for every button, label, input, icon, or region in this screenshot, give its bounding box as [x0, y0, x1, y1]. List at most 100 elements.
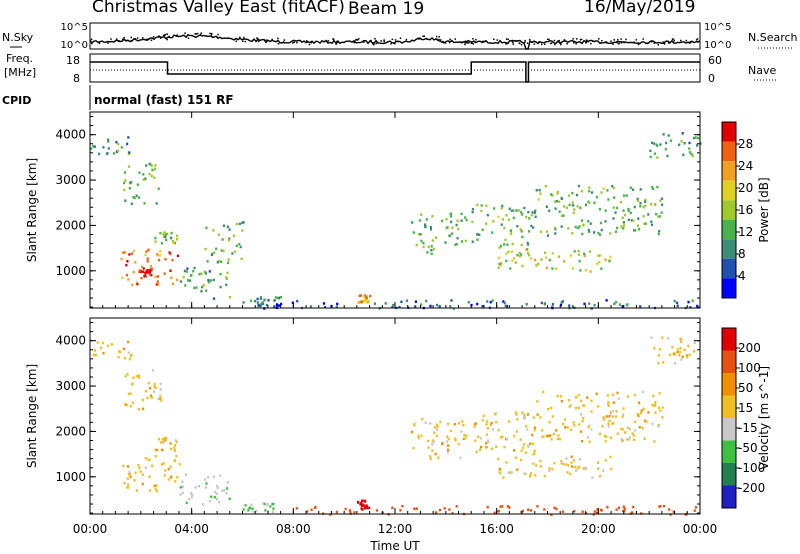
power-echo-cell	[144, 253, 147, 257]
power-echo-cell	[414, 305, 417, 308]
velocity-echo-cell	[574, 396, 578, 399]
power-echo-cell	[123, 188, 126, 192]
power-echo-cell	[422, 241, 425, 245]
velocity-echo-cell	[128, 357, 131, 361]
power-echo-cell	[691, 154, 694, 158]
power-echo-cell	[485, 222, 488, 225]
velocity-echo-cell	[473, 425, 476, 428]
power-echo-cell	[146, 257, 149, 260]
nsearch-series-point	[134, 38, 137, 40]
power-echo-cell	[613, 196, 616, 199]
velocity-echo-cell	[154, 448, 157, 451]
velocity-echo-cell	[536, 400, 539, 403]
velocity-echo-cell	[567, 464, 570, 467]
velocity-echo-cell	[526, 413, 529, 416]
power-echo-cell	[366, 301, 369, 304]
velocity-echo-cell	[128, 471, 131, 474]
power-echo-cell	[467, 301, 470, 304]
nsearch-series-point	[526, 42, 529, 44]
power-echo-cell	[696, 304, 699, 308]
velocity-echo-cell	[673, 353, 676, 356]
power-echo-cell	[427, 245, 430, 249]
velocity-echo-cell	[532, 416, 535, 419]
power-echo-cell	[132, 270, 135, 274]
velocity-echo-cell	[502, 476, 505, 479]
power-echo-cell	[509, 229, 513, 232]
velocity-echo-cell	[602, 418, 605, 421]
velocity-echo-cell	[218, 500, 221, 504]
nsearch-series-point	[616, 41, 618, 44]
power-echo-cell	[256, 301, 259, 304]
power-echo-cell	[184, 284, 187, 287]
power-echo-cell	[534, 215, 537, 218]
power-echo-cell	[142, 267, 145, 270]
power-echo-cell	[219, 272, 222, 276]
velocity-echo-cell	[559, 395, 562, 398]
velocity-echo-cell	[127, 483, 130, 486]
power-echo-cell	[551, 194, 554, 197]
power-echo-cell	[530, 224, 533, 228]
power-echo-cell	[548, 258, 551, 262]
velocity-y-tick-label: 4000	[55, 334, 86, 348]
power-echo-cell	[260, 303, 263, 306]
velocity-echo-cell	[433, 426, 437, 429]
velocity-echo-cell	[505, 461, 508, 464]
velocity-echo-cell	[652, 394, 655, 398]
power-echo-cell	[511, 242, 514, 246]
power-echo-cell	[535, 264, 538, 267]
velocity-echo-cell	[622, 407, 625, 410]
velocity-echo-cell	[501, 505, 504, 508]
power-echo-cell	[613, 302, 616, 306]
power-echo-cell	[612, 217, 615, 220]
velocity-echo-cell	[162, 441, 166, 444]
power-echo-cell	[653, 152, 656, 155]
nave-label: Nave	[748, 64, 776, 77]
nsearch-series-point	[187, 34, 189, 36]
power-echo-cell	[560, 301, 563, 304]
power-echo-cell	[680, 140, 683, 143]
power-echo-cell	[175, 278, 179, 282]
power-echo-cell	[510, 250, 513, 254]
velocity-echo-cell	[207, 476, 210, 479]
nsearch-series-point	[436, 38, 438, 40]
power-echo-cell	[525, 215, 528, 219]
power-echo-cell	[322, 302, 325, 305]
velocity-echo-cell	[157, 438, 161, 441]
power-echo-cell	[179, 280, 182, 283]
nsearch-series-point	[158, 35, 160, 37]
power-echo-cell	[609, 255, 612, 259]
power-echo-cell	[130, 202, 133, 205]
velocity-echo-cell	[144, 466, 147, 469]
velocity-echo-cell	[154, 386, 157, 389]
velocity-echo-cell	[146, 396, 149, 400]
power-y-axis-label: Slant Range [km]	[25, 158, 39, 262]
velocity-echo-cell	[543, 474, 546, 478]
nsearch-series-point	[645, 42, 648, 45]
power-echo-cell	[581, 232, 584, 236]
velocity-echo-cell	[173, 459, 176, 463]
velocity-echo-cell	[527, 508, 530, 511]
nsearch-series-point	[438, 38, 440, 41]
velocity-echo-cell	[572, 421, 575, 424]
nsearch-series-point	[375, 42, 377, 45]
power-echo-cell	[533, 258, 537, 262]
power-echo-cell	[193, 286, 196, 290]
velocity-colorbar-segment	[722, 328, 736, 351]
velocity-echo-cell	[600, 509, 603, 512]
nsearch-series-point	[688, 41, 690, 44]
velocity-echo-cell	[631, 511, 634, 514]
velocity-echo-cell	[658, 392, 661, 395]
velocity-echo-cell	[590, 410, 593, 413]
nsearch-series-point	[356, 39, 359, 41]
velocity-echo-cell	[497, 510, 500, 513]
velocity-echo-cell	[542, 390, 545, 394]
power-echo-cell	[551, 303, 554, 306]
nsearch-series-point	[282, 41, 285, 43]
velocity-echo-cell	[306, 510, 309, 513]
velocity-echo-cell	[500, 436, 503, 439]
power-echo-cell	[588, 186, 591, 189]
power-echo-cell	[115, 150, 118, 153]
velocity-echo-cell	[520, 510, 523, 514]
power-echo-cell	[543, 302, 546, 305]
velocity-echo-cell	[499, 505, 502, 508]
